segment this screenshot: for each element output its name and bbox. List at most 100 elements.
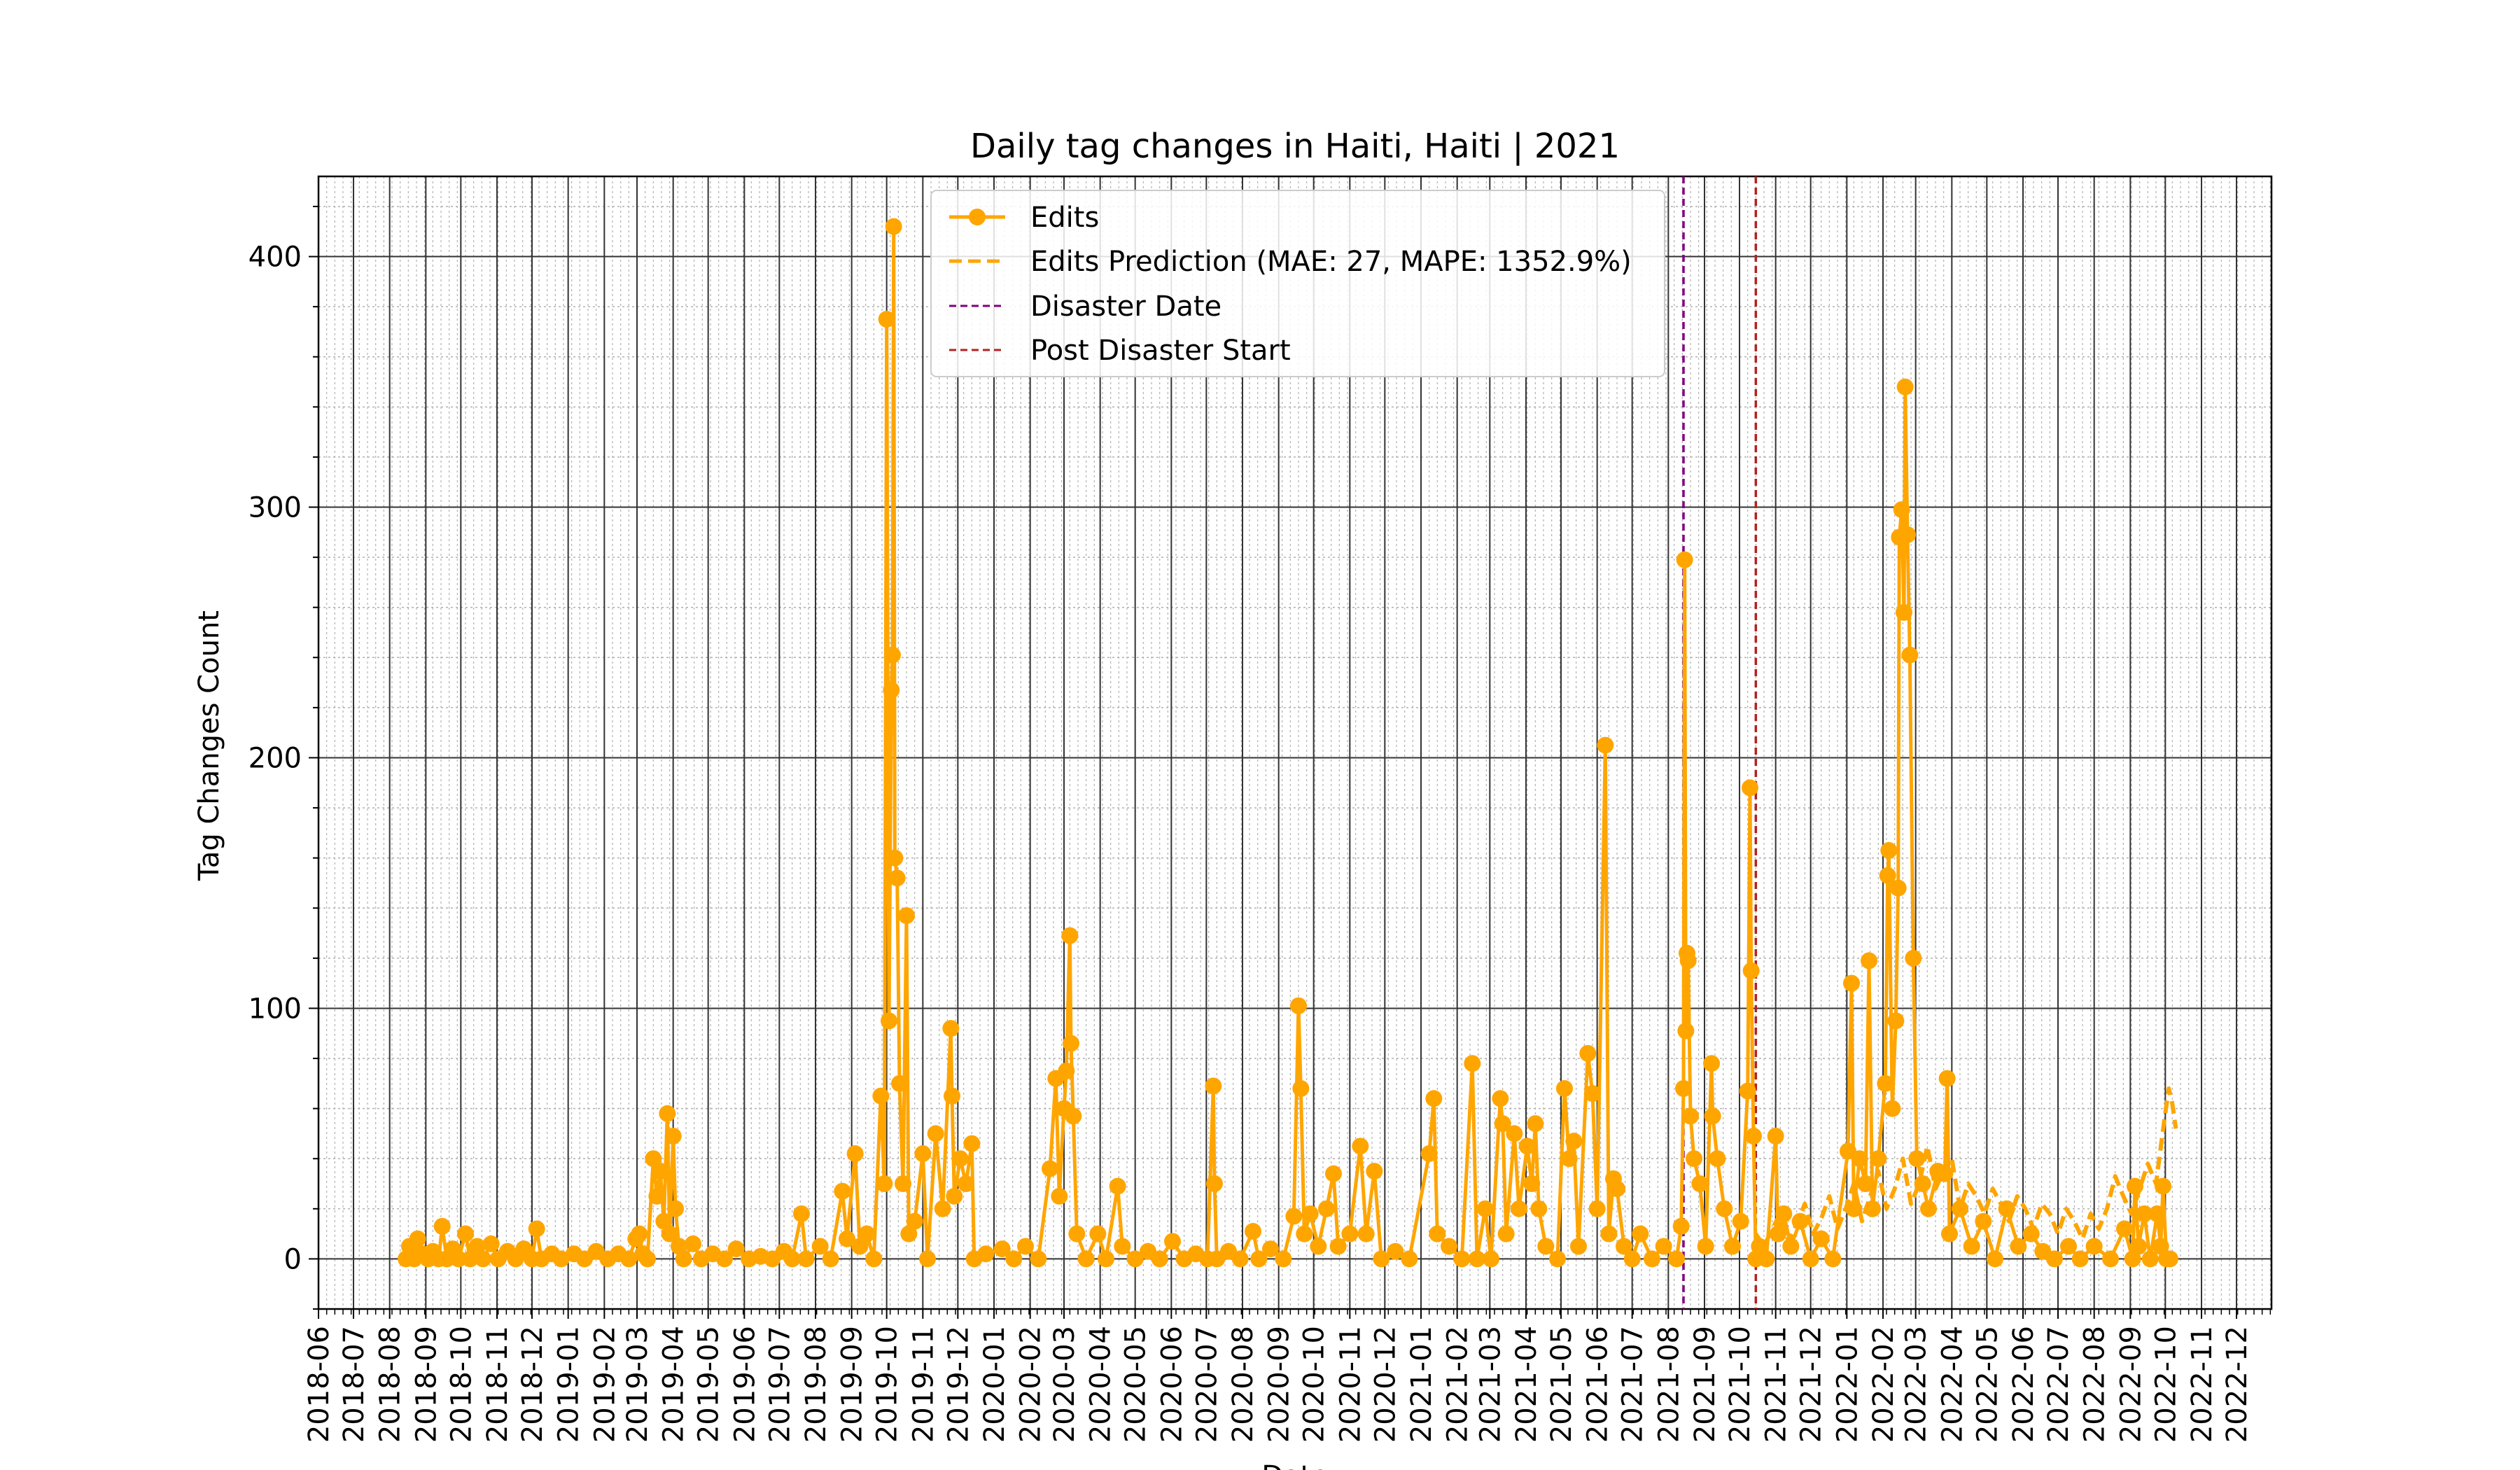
edits-data-point bbox=[1290, 997, 1307, 1014]
x-tick-label: 2018-07 bbox=[338, 1326, 370, 1443]
edits-data-point bbox=[1527, 1115, 1544, 1133]
edits-data-point bbox=[1877, 1074, 1894, 1092]
edits-data-point bbox=[468, 1238, 486, 1255]
edits-data-point bbox=[900, 1225, 918, 1242]
edits-data-point bbox=[1870, 1150, 1887, 1168]
edits-data-point bbox=[1751, 1238, 1768, 1255]
edits-data-point bbox=[1441, 1238, 1457, 1255]
edits-data-point bbox=[1920, 1200, 1937, 1217]
edits-data-point bbox=[1549, 1250, 1566, 1268]
edits-data-point bbox=[1065, 1107, 1082, 1125]
edits-data-point bbox=[1318, 1200, 1335, 1217]
y-tick-label: 200 bbox=[248, 742, 302, 774]
edits-data-point bbox=[1655, 1238, 1672, 1255]
x-tick-label: 2022-03 bbox=[1900, 1326, 1933, 1443]
edits-data-point bbox=[895, 1175, 911, 1193]
x-tick-label: 2022-04 bbox=[1936, 1326, 1968, 1443]
edits-data-point bbox=[1231, 1250, 1249, 1268]
edits-data-point bbox=[1401, 1250, 1418, 1268]
edits-data-point bbox=[1205, 1077, 1222, 1095]
edits-data-point bbox=[1453, 1250, 1471, 1268]
edits-data-point bbox=[1824, 1250, 1842, 1268]
edits-data-point bbox=[1941, 1225, 1958, 1242]
edits-data-point bbox=[1292, 1079, 1310, 1097]
edits-data-point bbox=[878, 311, 895, 328]
edits-data-point bbox=[1476, 1200, 1494, 1217]
x-tick-label: 2021-12 bbox=[1795, 1326, 1828, 1443]
legend-frame bbox=[930, 190, 1665, 377]
x-tick-label: 2021-04 bbox=[1511, 1326, 1543, 1443]
edits-data-point bbox=[645, 1150, 662, 1168]
edits-data-point bbox=[1896, 378, 1914, 396]
x-tick-label: 2020-01 bbox=[979, 1326, 1011, 1443]
edits-data-point bbox=[716, 1250, 733, 1268]
edits-data-point bbox=[1908, 1150, 1926, 1168]
edits-data-point bbox=[946, 1187, 963, 1205]
edits-data-point bbox=[1584, 1085, 1601, 1102]
edits-data-point bbox=[1464, 1055, 1481, 1072]
edits-data-point bbox=[1494, 1115, 1511, 1133]
edits-data-point bbox=[1483, 1250, 1499, 1268]
x-tick-label: 2020-09 bbox=[1264, 1326, 1296, 1443]
edits-data-point bbox=[685, 1235, 701, 1252]
edits-data-point bbox=[1373, 1250, 1390, 1268]
edits-data-point bbox=[1296, 1225, 1313, 1242]
edits-data-point bbox=[2124, 1250, 2141, 1268]
x-tick-label: 2020-04 bbox=[1085, 1326, 1117, 1443]
edits-data-point bbox=[839, 1230, 855, 1247]
axes bbox=[309, 175, 2273, 1319]
y-tick-label: 0 bbox=[284, 1243, 302, 1275]
edits-data-point bbox=[1857, 1175, 1874, 1193]
edits-data-point bbox=[1329, 1238, 1347, 1255]
x-tick-label: 2022-05 bbox=[1971, 1326, 2003, 1443]
edits-data-point bbox=[639, 1250, 656, 1268]
edits-data-point bbox=[1812, 1230, 1830, 1247]
chart-title: Daily tag changes in Haiti, Haiti | 2021 bbox=[970, 127, 1620, 166]
y-tick-label: 100 bbox=[248, 993, 302, 1025]
edits-data-point bbox=[2155, 1177, 2171, 1195]
edits-data-point bbox=[1851, 1150, 1868, 1168]
x-tick-label: 2018-10 bbox=[445, 1326, 477, 1443]
edits-data-point bbox=[1560, 1150, 1578, 1168]
edits-data-point bbox=[1352, 1138, 1369, 1155]
edits-data-point bbox=[1600, 1225, 1618, 1242]
x-tick-label: 2020-02 bbox=[1015, 1326, 1047, 1443]
edits-data-point bbox=[1914, 1175, 1931, 1193]
edits-data-point bbox=[1068, 1225, 1086, 1242]
edits-data-point bbox=[1963, 1238, 1980, 1255]
edits-data-point bbox=[552, 1250, 570, 1268]
x-tick-label: 2022-12 bbox=[2221, 1326, 2253, 1443]
edits-data-point bbox=[1716, 1200, 1733, 1217]
edits-data-point bbox=[2010, 1238, 2027, 1255]
edits-data-point bbox=[1697, 1238, 1714, 1255]
edits-data-point bbox=[1063, 1035, 1079, 1052]
x-tick-label: 2022-11 bbox=[2186, 1326, 2218, 1443]
x-tick-label: 2022-02 bbox=[1868, 1326, 1900, 1443]
edits-data-point bbox=[661, 1225, 678, 1242]
edits-data-point bbox=[2136, 1205, 2153, 1222]
edits-data-point bbox=[1262, 1240, 1279, 1258]
edits-data-point bbox=[1245, 1223, 1261, 1240]
edits-data-point bbox=[951, 1150, 969, 1168]
legend-entry-edits: Edits bbox=[949, 202, 1099, 234]
edits-data-point bbox=[2148, 1205, 2166, 1222]
edits-data-point bbox=[1623, 1250, 1641, 1268]
y-tick-label: 300 bbox=[248, 492, 302, 524]
edits-data-point bbox=[1676, 551, 1693, 568]
x-tick-label: 2021-10 bbox=[1724, 1326, 1756, 1443]
legend-label-prediction: Edits Prediction (MAE: 27, MAPE: 1352.9%… bbox=[1030, 246, 1632, 278]
x-tick-label: 2021-09 bbox=[1689, 1326, 1721, 1443]
edits-data-point bbox=[450, 1250, 467, 1268]
edits-data-point bbox=[2162, 1250, 2178, 1268]
edits-data-point bbox=[620, 1250, 638, 1268]
edits-data-point bbox=[2060, 1238, 2077, 1255]
edits-data-point bbox=[1556, 1079, 1573, 1097]
edits-data-point bbox=[652, 1163, 669, 1180]
prediction-series-line bbox=[1754, 1086, 2178, 1249]
edits-data-point bbox=[1588, 1200, 1606, 1217]
edits-data-point bbox=[1579, 1044, 1597, 1062]
edits-data-point bbox=[1742, 962, 1760, 979]
edits-data-point bbox=[1767, 1128, 1784, 1145]
x-tick-label: 2020-05 bbox=[1120, 1326, 1152, 1443]
